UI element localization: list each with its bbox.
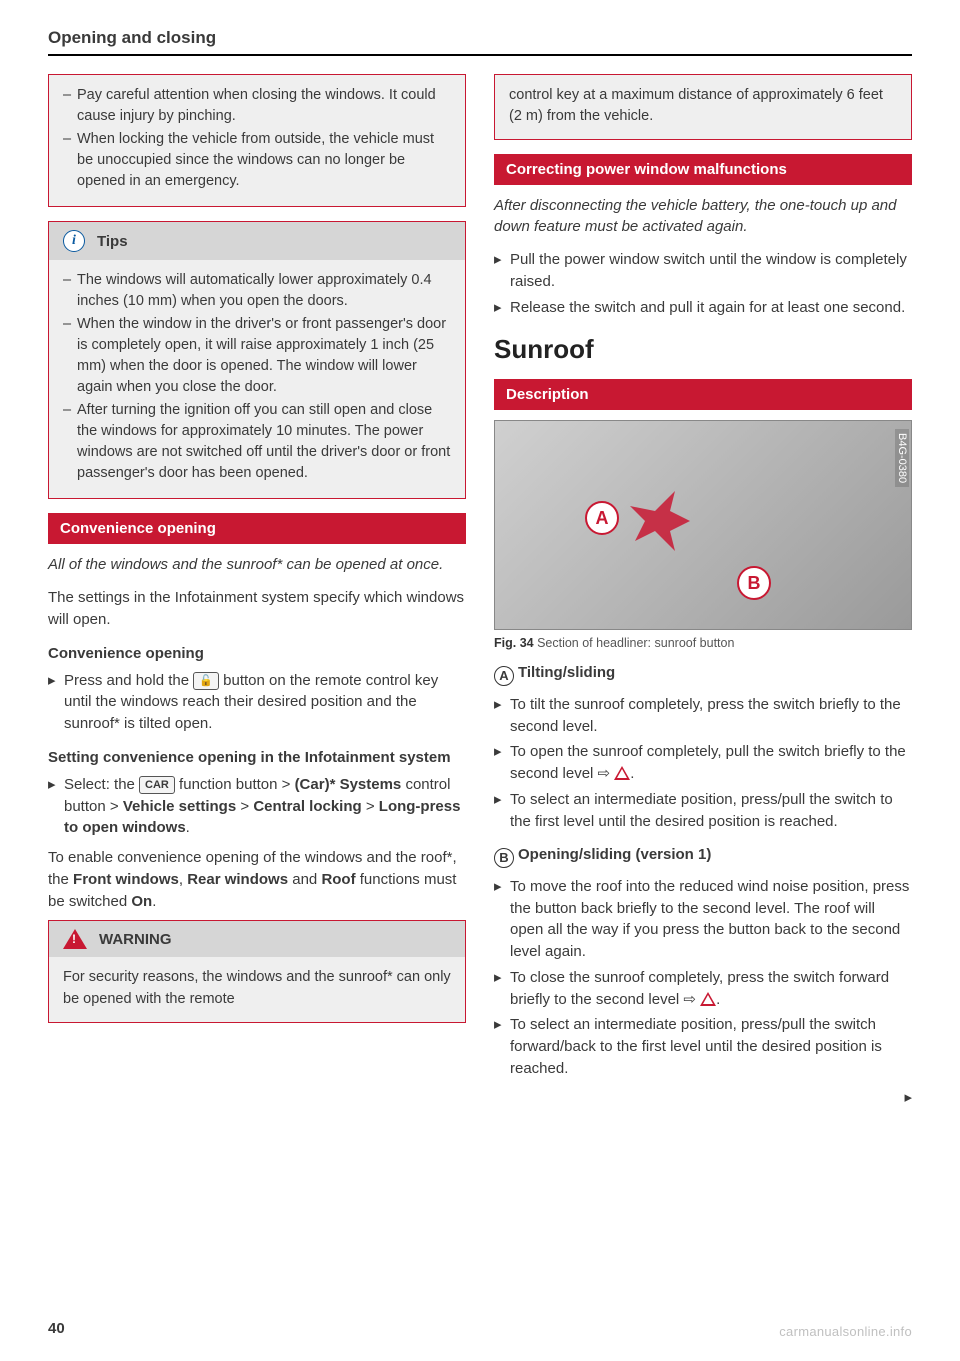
figure-arrows-icon: [615, 481, 735, 601]
text: .: [630, 765, 634, 782]
text: .: [186, 819, 190, 836]
warning-cont-text: control key at a maximum distance of app…: [495, 75, 911, 139]
instruction-item: ▸To select an intermediate position, pre…: [494, 789, 912, 833]
text: .: [716, 991, 720, 1008]
text: To select an intermediate position, pres…: [510, 1014, 912, 1079]
paragraph: To enable convenience opening of the win…: [48, 847, 466, 912]
unlock-icon: 🔓: [193, 672, 219, 690]
text: To open the sunroof completely, pull the…: [510, 743, 906, 782]
tips-title: Tips: [97, 233, 128, 250]
warning-continuation-box: control key at a maximum distance of app…: [494, 74, 912, 140]
instruction-item: ▸ To close the sunroof completely, press…: [494, 967, 912, 1011]
caution-text: Pay careful attention when closing the w…: [77, 85, 451, 127]
instruction-item: ▸Release the switch and pull it again fo…: [494, 297, 912, 319]
caution-item: –Pay careful attention when closing the …: [63, 85, 451, 127]
tips-text: When the window in the driver's or front…: [77, 314, 451, 398]
watermark: carmanualsonline.info: [779, 1324, 912, 1339]
text: To select an intermediate position, pres…: [510, 789, 912, 833]
text: Central locking: [253, 798, 361, 815]
text: >: [362, 798, 379, 815]
figure-marker-b-icon: B: [737, 566, 771, 600]
warning-title: WARNING: [99, 931, 172, 948]
page-header: Opening and closing: [48, 28, 912, 56]
section-heading-description: Description: [494, 379, 912, 410]
text: >: [236, 798, 253, 815]
lead-text: After disconnecting the vehicle battery,…: [494, 195, 912, 237]
instruction-item: ▸ Press and hold the 🔓 button on the rem…: [48, 670, 466, 735]
warning-triangle-icon: [614, 766, 630, 780]
info-icon: i: [63, 230, 85, 252]
warning-icon: [63, 929, 87, 949]
figure-marker-a-icon: A: [585, 501, 619, 535]
tips-box: i Tips –The windows will automatically l…: [48, 221, 466, 499]
lead-text: All of the windows and the sunroof* can …: [48, 554, 466, 575]
figure-code: B4G-0380: [895, 429, 909, 487]
left-column: –Pay careful attention when closing the …: [48, 74, 466, 1106]
text: Vehicle settings: [123, 798, 236, 815]
section-heading-correcting: Correcting power window malfunctions: [494, 154, 912, 185]
instruction-item: ▸To move the roof into the reduced wind …: [494, 876, 912, 963]
text: Select: the: [64, 776, 139, 793]
instruction-item: ▸To select an intermediate position, pre…: [494, 1014, 912, 1079]
subheading-opening: BOpening/sliding (version 1): [494, 846, 912, 868]
tips-item: –After turning the ignition off you can …: [63, 400, 451, 484]
tips-item: –The windows will automatically lower ap…: [63, 270, 451, 312]
warning-text: For security reasons, the windows and th…: [49, 957, 465, 1021]
instruction-item: ▸Pull the power window switch until the …: [494, 249, 912, 293]
figure-sunroof: B4G-0380 A B: [494, 420, 912, 630]
text: Pull the power window switch until the w…: [510, 249, 912, 293]
content-columns: –Pay careful attention when closing the …: [48, 74, 912, 1106]
caution-text: When locking the vehicle from outside, t…: [77, 129, 451, 192]
warning-triangle-icon: [700, 992, 716, 1006]
text: Press and hold the: [64, 672, 193, 689]
subheading-tilting: ATilting/sliding: [494, 664, 912, 686]
figure-caption: Fig. 34 Section of headliner: sunroof bu…: [494, 636, 912, 650]
tips-text: After turning the ignition off you can s…: [77, 400, 451, 484]
instruction-item: ▸To tilt the sunroof completely, press t…: [494, 694, 912, 738]
marker-b-icon: B: [494, 848, 514, 868]
subheading: Setting convenience opening in the Infot…: [48, 749, 466, 766]
subheading: Convenience opening: [48, 645, 466, 662]
tips-text: The windows will automatically lower app…: [77, 270, 451, 312]
tips-item: –When the window in the driver's or fron…: [63, 314, 451, 398]
car-button-icon: CAR: [139, 776, 175, 794]
right-column: control key at a maximum distance of app…: [494, 74, 912, 1106]
instruction-item: ▸ To open the sunroof completely, pull t…: [494, 741, 912, 785]
text: To move the roof into the reduced wind n…: [510, 876, 912, 963]
tips-header: i Tips: [49, 222, 465, 260]
instruction-item: ▸ Select: the CAR function button > (Car…: [48, 774, 466, 839]
text: To tilt the sunroof completely, press th…: [510, 694, 912, 738]
warning-header: WARNING: [49, 921, 465, 957]
section-h2-sunroof: Sunroof: [494, 334, 912, 365]
marker-a-icon: A: [494, 666, 514, 686]
page-number: 40: [48, 1320, 65, 1337]
text: (Car)* Systems: [295, 776, 402, 793]
paragraph: The settings in the Infotainment system …: [48, 587, 466, 631]
continued-icon: ▸: [904, 1088, 912, 1106]
caution-item: –When locking the vehicle from outside, …: [63, 129, 451, 192]
text: function button >: [175, 776, 295, 793]
text: Release the switch and pull it again for…: [510, 297, 905, 319]
section-heading-convenience: Convenience opening: [48, 513, 466, 544]
warning-box: WARNING For security reasons, the window…: [48, 920, 466, 1022]
caution-box: –Pay careful attention when closing the …: [48, 74, 466, 207]
